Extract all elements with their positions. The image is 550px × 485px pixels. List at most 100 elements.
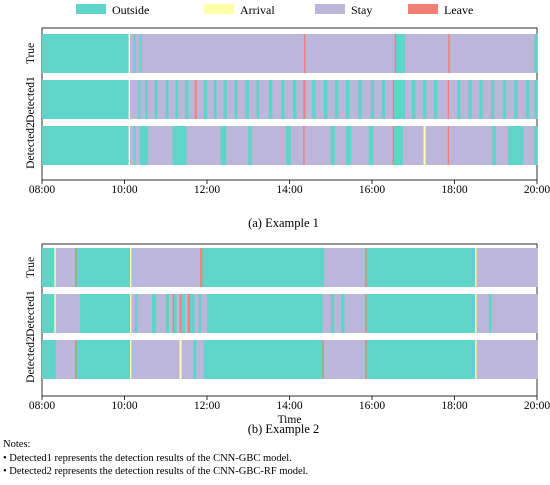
segment-detected1-stay [482, 80, 492, 119]
segment-detected1-outside [422, 80, 427, 119]
x-tick-label: 14:00 [276, 400, 302, 412]
segment-detected1-outside [433, 80, 438, 119]
segment-detected1-outside [514, 80, 519, 119]
legend-swatch-outside [76, 4, 106, 14]
segment-detected1-outside [234, 80, 238, 119]
segment-detected1-stay [374, 80, 382, 119]
segment-detected2-stay [196, 340, 204, 379]
segment-detected1-outside [345, 80, 350, 119]
segment-true-stay [305, 34, 395, 73]
x-tick-label: 18:00 [441, 400, 467, 412]
segment-detected1-outside [488, 294, 492, 333]
segment-detected2-outside [534, 126, 538, 165]
segment-detected1-outside [134, 294, 138, 333]
segment-detected1-stay [361, 80, 371, 119]
segment-detected1-outside [490, 80, 495, 119]
segment-detected2-stay [351, 126, 369, 165]
segment-detected1-leave [179, 294, 182, 333]
segment-detected1-stay [226, 80, 235, 119]
segment-detected1-stay [296, 80, 304, 119]
segment-detected1-stay [415, 80, 424, 119]
segment-detected2-leave [303, 126, 305, 165]
segment-true-leave [394, 34, 397, 73]
segment-detected1-stay [327, 80, 336, 119]
segment-detected2-outside [139, 126, 149, 165]
segment-detected2-arrival [475, 340, 477, 379]
segment-detected1-stay [338, 80, 347, 119]
segment-detected1-leave [447, 80, 450, 119]
segment-detected2-stay [304, 126, 332, 165]
segment-detected2-stay [55, 340, 76, 379]
segment-detected1-outside [358, 80, 362, 119]
segment-detected1-outside [457, 80, 461, 119]
segment-detected1-stay [460, 80, 469, 119]
segment-detected1-outside [256, 80, 260, 119]
segment-detected1-stay [491, 294, 538, 333]
segment-detected2-outside [508, 126, 524, 165]
segment-detected1-outside [411, 80, 416, 119]
segment-detected1-outside [175, 80, 179, 119]
segment-true-arrival [475, 248, 477, 287]
segment-detected2-outside [76, 340, 131, 379]
segment-detected1-outside [181, 294, 186, 333]
segment-true-outside [366, 248, 476, 287]
segment-detected1-stay [140, 80, 146, 119]
segment-true-arrival [128, 34, 131, 73]
segment-detected2-stay [373, 126, 393, 165]
segment-detected2-stay [226, 126, 249, 165]
segment-detected1-stay [169, 294, 173, 333]
segment-true-outside [534, 34, 538, 73]
segment-detected2-arrival [128, 126, 131, 165]
segment-detected1-outside [165, 294, 170, 333]
segment-detected1-outside [165, 80, 169, 119]
segment-detected1-outside [152, 294, 157, 333]
segment-detected1-stay [201, 294, 208, 333]
legend-swatch-leave [408, 4, 438, 14]
segment-detected2-outside [220, 126, 227, 165]
segment-true-outside [76, 248, 131, 287]
x-tick-label: 16:00 [359, 184, 385, 196]
segment-detected1-stay [131, 294, 136, 333]
segment-true-stay [323, 248, 366, 287]
segment-detected2-stay [402, 126, 424, 165]
segment-detected1-outside [292, 80, 297, 119]
segment-detected1-leave [303, 80, 306, 119]
x-tick-label: 20:00 [524, 400, 550, 412]
segment-detected1-stay [471, 80, 480, 119]
segment-detected1-outside [203, 80, 208, 119]
segment-detected1-leave [194, 80, 197, 119]
segment-detected1-outside [366, 294, 476, 333]
segment-true-stay [55, 248, 76, 287]
segment-detected2-stay [323, 340, 366, 379]
segment-detected1-outside [323, 80, 328, 119]
segment-detected1-outside [174, 294, 178, 333]
segment-true-stay [405, 34, 449, 73]
segment-true-stay [476, 248, 538, 287]
segment-detected1-stay [385, 80, 393, 119]
segment-detected1-outside [189, 294, 195, 333]
segment-detected2-outside [492, 126, 497, 165]
segment-true-arrival [54, 248, 57, 287]
segment-detected1-outside [370, 80, 375, 119]
segment-detected2-stay [495, 126, 509, 165]
segment-detected1-stay [157, 80, 167, 119]
segment-detected2-stay [290, 126, 304, 165]
segment-detected2-stay [181, 340, 194, 379]
row-label-true: True [25, 257, 37, 278]
segment-true-outside [139, 34, 142, 73]
segment-detected1-leave [187, 294, 191, 333]
segment-detected2-outside [133, 126, 136, 165]
panel-caption: (b) Example 2 [248, 422, 320, 436]
segment-detected2-stay [186, 126, 222, 165]
segment-detected2-outside [366, 340, 476, 379]
note-detected2: • Detected2 represents the detection res… [3, 466, 309, 477]
segment-true-stay [449, 34, 535, 73]
segment-detected2-arrival [179, 340, 182, 379]
segment-detected1-outside [207, 294, 323, 333]
segment-detected2-stay [135, 126, 140, 165]
segment-true-outside [42, 248, 55, 287]
segment-detected1-arrival [130, 294, 132, 333]
segment-detected1-outside [468, 80, 472, 119]
segment-detected2-stay [425, 126, 448, 165]
segment-detected2-stay [334, 126, 347, 165]
